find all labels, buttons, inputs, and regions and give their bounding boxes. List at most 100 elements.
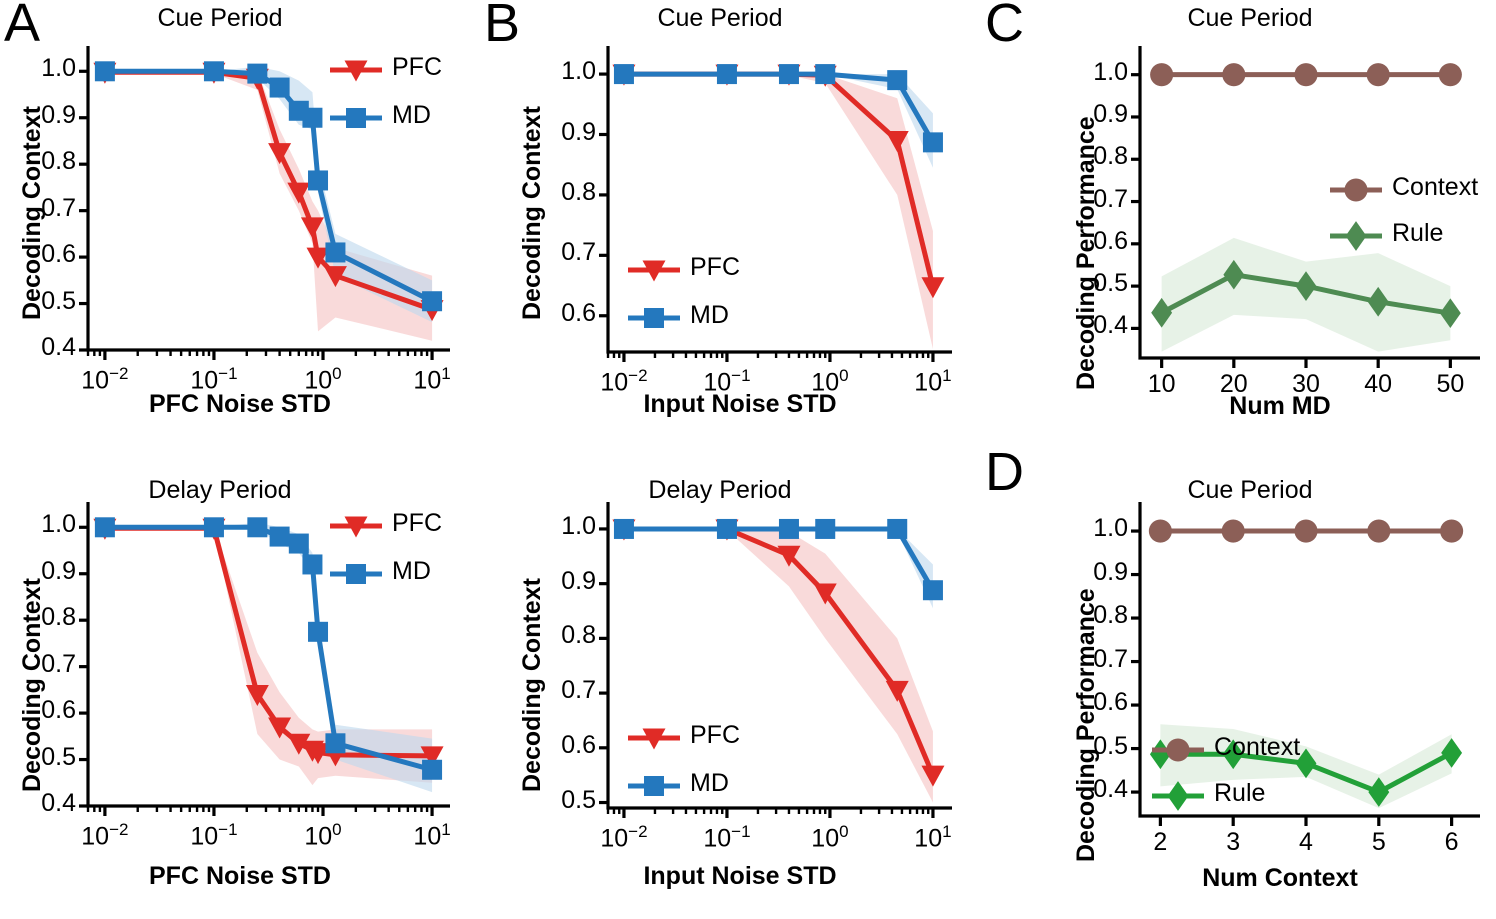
data-point-marker	[1438, 63, 1462, 87]
data-point-marker	[613, 518, 634, 539]
panel-d-xlabel: Num Context	[1202, 864, 1358, 892]
data-point-marker	[1440, 519, 1464, 543]
x-axis-tick-label: 101	[914, 822, 952, 853]
legend-label-md: MD	[690, 769, 729, 797]
legend-marker-pfc	[642, 728, 666, 750]
data-point-marker	[94, 517, 115, 538]
data-point-marker	[644, 776, 664, 796]
legend-marker-md	[644, 776, 664, 796]
y-axis-tick-label: 0.5	[561, 785, 596, 814]
data-point-marker	[268, 143, 292, 165]
y-axis-tick-label: 1.0	[41, 54, 76, 83]
panel-b-cue-xlabel: Input Noise STD	[643, 390, 837, 418]
series-markers-md	[94, 61, 443, 312]
legend-marker-pfc	[642, 260, 666, 282]
data-point-marker	[1368, 777, 1390, 807]
data-point-marker	[325, 733, 346, 754]
data-point-marker	[815, 518, 836, 539]
x-axis-tick-label: 4	[1299, 828, 1313, 856]
panel-a-delay-plot	[79, 502, 450, 816]
data-point-marker	[1344, 178, 1368, 202]
y-axis-tick-label: 0.7	[41, 193, 76, 222]
x-axis-tick-label: 100	[304, 820, 342, 851]
y-axis-tick-label: 0.5	[1093, 269, 1128, 298]
data-point-marker	[287, 182, 311, 204]
data-point-marker	[203, 517, 224, 538]
axis-spines	[1138, 502, 1480, 818]
data-point-marker	[203, 61, 224, 82]
data-point-marker	[344, 516, 368, 538]
legend-label-md: MD	[690, 301, 729, 329]
y-axis-tick-label: 0.7	[561, 238, 596, 267]
panel-letter-c: C	[985, 0, 1024, 53]
y-axis-tick-label: 0.8	[41, 603, 76, 632]
y-axis-tick-label: 1.0	[1093, 57, 1128, 86]
data-point-marker	[422, 291, 443, 312]
y-axis-tick-label: 0.6	[561, 298, 596, 327]
x-axis-tick-label: 101	[413, 364, 451, 395]
legend-marker-pfc	[344, 516, 368, 538]
legend-marker-rule	[1167, 781, 1189, 811]
data-point-marker	[1221, 519, 1245, 543]
series-markers-md	[613, 64, 943, 153]
data-point-marker	[1166, 738, 1190, 762]
y-axis-tick-label: 0.7	[561, 676, 596, 705]
data-point-marker	[642, 728, 666, 750]
series-line-md	[621, 71, 936, 145]
y-axis-tick-label: 0.4	[41, 789, 76, 817]
panel-c-cue-period: Cue Period Decoding Performance Num MD	[980, 0, 1496, 440]
x-axis-tick-label: 2	[1153, 828, 1168, 856]
data-point-marker	[288, 533, 309, 554]
data-point-marker	[1294, 519, 1318, 543]
data-point-marker	[247, 517, 268, 538]
x-axis-tick-label: 20	[1219, 370, 1248, 398]
data-point-marker	[1345, 221, 1367, 251]
data-point-marker	[778, 64, 799, 85]
data-point-marker	[302, 554, 323, 575]
panel-b-delay-plot	[599, 502, 952, 818]
y-axis-tick-label: 0.9	[41, 100, 76, 129]
data-point-marker	[887, 518, 908, 539]
data-point-marker	[716, 518, 737, 539]
y-axis-tick-label: 0.9	[1093, 99, 1128, 128]
data-point-marker	[921, 765, 945, 787]
panel-a-cue-period: Cue Period Decoding Context PFC Noise ST…	[0, 0, 470, 440]
confidence-band	[104, 522, 433, 793]
panel-d-cue-period: Cue Period Decoding Performance Num Cont…	[980, 450, 1496, 919]
legend-label-context: Context	[1392, 173, 1479, 201]
data-point-marker	[1167, 781, 1189, 811]
y-axis-tick-label: 0.6	[561, 730, 596, 759]
data-point-marker	[644, 308, 664, 328]
panel-a-delay-period: Delay Period Decoding Context PFC Noise …	[0, 450, 470, 919]
x-axis-tick-label: 40	[1364, 370, 1393, 398]
y-axis-tick-label: 0.5	[1093, 731, 1128, 760]
axis-spines	[1138, 46, 1480, 360]
data-point-marker	[346, 564, 366, 584]
data-point-marker	[269, 77, 290, 98]
data-point-marker	[1294, 63, 1318, 87]
data-point-marker	[1295, 271, 1317, 301]
panel-letter-d: D	[985, 442, 1024, 502]
x-axis-tick-label: 10−2	[600, 366, 648, 397]
data-point-marker	[777, 545, 801, 567]
x-axis-tick-label: 10−1	[190, 364, 238, 395]
data-point-marker	[716, 64, 737, 85]
legend-marker-rule	[1345, 221, 1367, 251]
x-axis-tick-label: 30	[1292, 370, 1320, 398]
y-axis-tick-label: 0.5	[41, 742, 76, 771]
y-axis-tick-label: 0.7	[1093, 184, 1128, 213]
y-axis-tick-label: 0.4	[41, 333, 76, 361]
legend-label-pfc: PFC	[392, 509, 442, 537]
x-axis-tick-label: 6	[1444, 828, 1459, 856]
y-axis-tick-label: 1.0	[561, 57, 596, 86]
legend-marker-context	[1344, 178, 1368, 202]
y-axis-tick-label: 0.6	[41, 240, 76, 269]
data-point-marker	[1441, 738, 1463, 768]
data-point-marker	[1150, 63, 1174, 87]
series-markers-context	[1150, 63, 1462, 87]
x-axis-tick-label: 10−2	[600, 822, 648, 853]
data-point-marker	[613, 64, 634, 85]
data-point-marker	[887, 70, 908, 91]
data-point-marker	[306, 743, 330, 765]
data-point-marker	[1222, 63, 1246, 87]
